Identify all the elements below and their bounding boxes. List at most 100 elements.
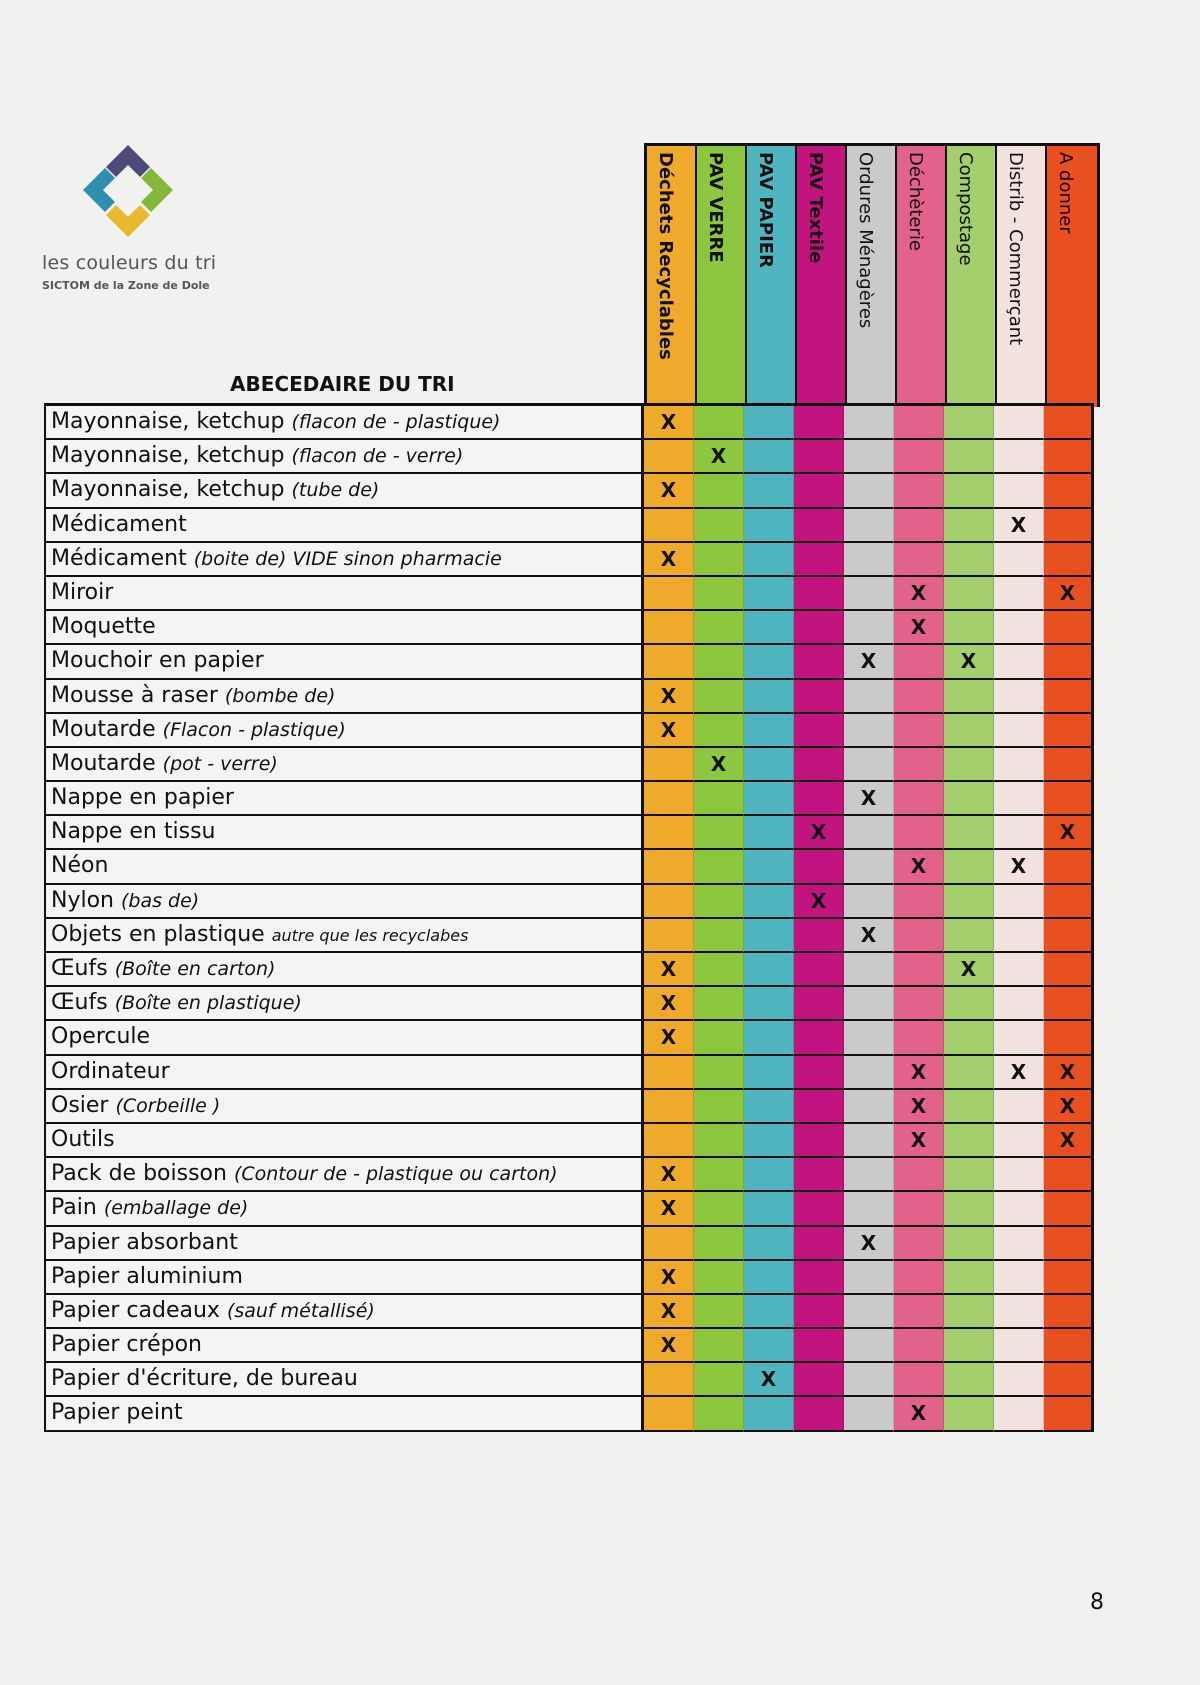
table-cell (894, 1226, 944, 1261)
check-mark: X (844, 782, 894, 817)
table-cell (644, 1123, 694, 1159)
table-cell (744, 611, 794, 646)
table-cell (694, 542, 744, 577)
table-row: Médicament (boite de) VIDE sinon pharmac… (44, 542, 1094, 577)
table-cell (694, 713, 744, 748)
table-cell (744, 1294, 794, 1330)
item-label: Œufs (Boîte en plastique) (44, 987, 644, 1022)
item-note: (Flacon - plastique) (162, 718, 346, 741)
table-cell (694, 1397, 744, 1432)
table-row: Moquette X (44, 611, 1094, 646)
table-cell (794, 953, 844, 988)
table-cell (894, 1260, 944, 1295)
item-name: Papier peint (51, 1400, 183, 1426)
table-cell (894, 782, 944, 817)
check-mark: X (644, 1260, 694, 1295)
table-cell (794, 440, 844, 475)
column-header-label: Ordures Ménagères (855, 152, 876, 329)
item-label: Mayonnaise, ketchup (tube de) (44, 474, 644, 509)
table-row: Papier cadeaux (sauf métallisé) X (44, 1294, 1094, 1330)
item-label: Outils (44, 1123, 644, 1159)
table-cell (994, 782, 1044, 817)
table-cell (894, 987, 944, 1022)
table-cell (644, 1055, 694, 1090)
table-cell (1044, 987, 1094, 1022)
table-cell (944, 1294, 994, 1330)
table-cell (794, 1192, 844, 1227)
table-cell (994, 1226, 1044, 1261)
page-title: ABECEDAIRE DU TRI (230, 372, 455, 396)
check-mark: X (844, 645, 894, 680)
check-mark: X (694, 747, 744, 783)
item-name: Pack de boisson (51, 1161, 227, 1187)
table-cell (794, 1260, 844, 1295)
check-mark: X (644, 713, 694, 748)
column-header: A donner (1047, 146, 1097, 407)
table-cell (994, 953, 1044, 988)
table-cell (694, 1363, 744, 1398)
check-mark: X (694, 440, 744, 475)
table-cell (844, 884, 894, 919)
table-cell (744, 816, 794, 851)
item-note: (Boîte en plastique) (114, 992, 302, 1015)
item-name: Papier absorbant (51, 1229, 238, 1255)
table-cell (794, 850, 844, 885)
item-name: Moutarde (51, 716, 156, 742)
brand-subtitle: SICTOM de la Zone de Dole (42, 279, 210, 292)
table-cell (894, 1192, 944, 1227)
table-cell (1044, 1158, 1094, 1193)
item-note: (Boîte en carton) (114, 958, 276, 980)
column-headers: Déchets Recyclables PAV VERRE PAV PAPIER PA… (644, 143, 1100, 407)
item-label: Nappe en papier (44, 782, 644, 817)
table-cell (894, 1329, 944, 1364)
table-cell (644, 440, 694, 475)
table-cell (994, 542, 1044, 577)
item-note: (boite de) VIDE sinon pharmacie (193, 547, 502, 570)
table-cell (894, 1294, 944, 1330)
table-cell (894, 645, 944, 680)
table-cell (894, 406, 944, 441)
item-name: Mouchoir en papier (51, 648, 264, 674)
table-cell (744, 747, 794, 783)
item-name: Papier aluminium (51, 1263, 243, 1289)
column-header-label: Déchets Recyclables (655, 152, 676, 360)
item-name: Médicament (51, 511, 187, 537)
table-cell (794, 576, 844, 612)
check-mark: X (994, 850, 1044, 885)
table-row: Pack de boisson (Contour de - plastique … (44, 1158, 1094, 1193)
item-name: Œufs (51, 956, 108, 981)
table-row: Pain (emballage de) X (44, 1192, 1094, 1227)
item-label: Mayonnaise, ketchup (flacon de - verre) (44, 440, 644, 475)
check-mark: X (644, 1192, 694, 1227)
table-cell (744, 542, 794, 577)
table-cell (944, 850, 994, 885)
table-cell (994, 816, 1044, 851)
table-row: Nappe en tissu X X (44, 816, 1094, 851)
table-cell (894, 816, 944, 851)
table-cell (644, 884, 694, 919)
table-row: Néon X X (44, 850, 1094, 885)
table-cell (1044, 1363, 1094, 1398)
table-cell (744, 1055, 794, 1090)
table-cell (794, 1226, 844, 1261)
table-cell (794, 406, 844, 441)
check-mark: X (1044, 1123, 1094, 1159)
table-cell (694, 1055, 744, 1090)
table-cell (694, 1192, 744, 1227)
item-note: autre que les recyclabes (271, 925, 469, 945)
item-name: Papier d'écriture, de bureau (51, 1366, 358, 1392)
item-name: Néon (51, 853, 109, 879)
check-mark: X (894, 1089, 944, 1124)
table-row: Œufs (Boîte en plastique) X (44, 987, 1094, 1022)
check-mark: X (944, 953, 994, 988)
table-cell (994, 474, 1044, 509)
table-cell (794, 1294, 844, 1330)
table-cell (894, 679, 944, 714)
table-row: Miroir X X (44, 576, 1094, 612)
table-cell (794, 747, 844, 783)
table-cell (794, 1397, 844, 1432)
table-cell (994, 918, 1044, 953)
table-cell (944, 1329, 994, 1364)
table-cell (694, 1158, 744, 1193)
table-cell (944, 508, 994, 543)
